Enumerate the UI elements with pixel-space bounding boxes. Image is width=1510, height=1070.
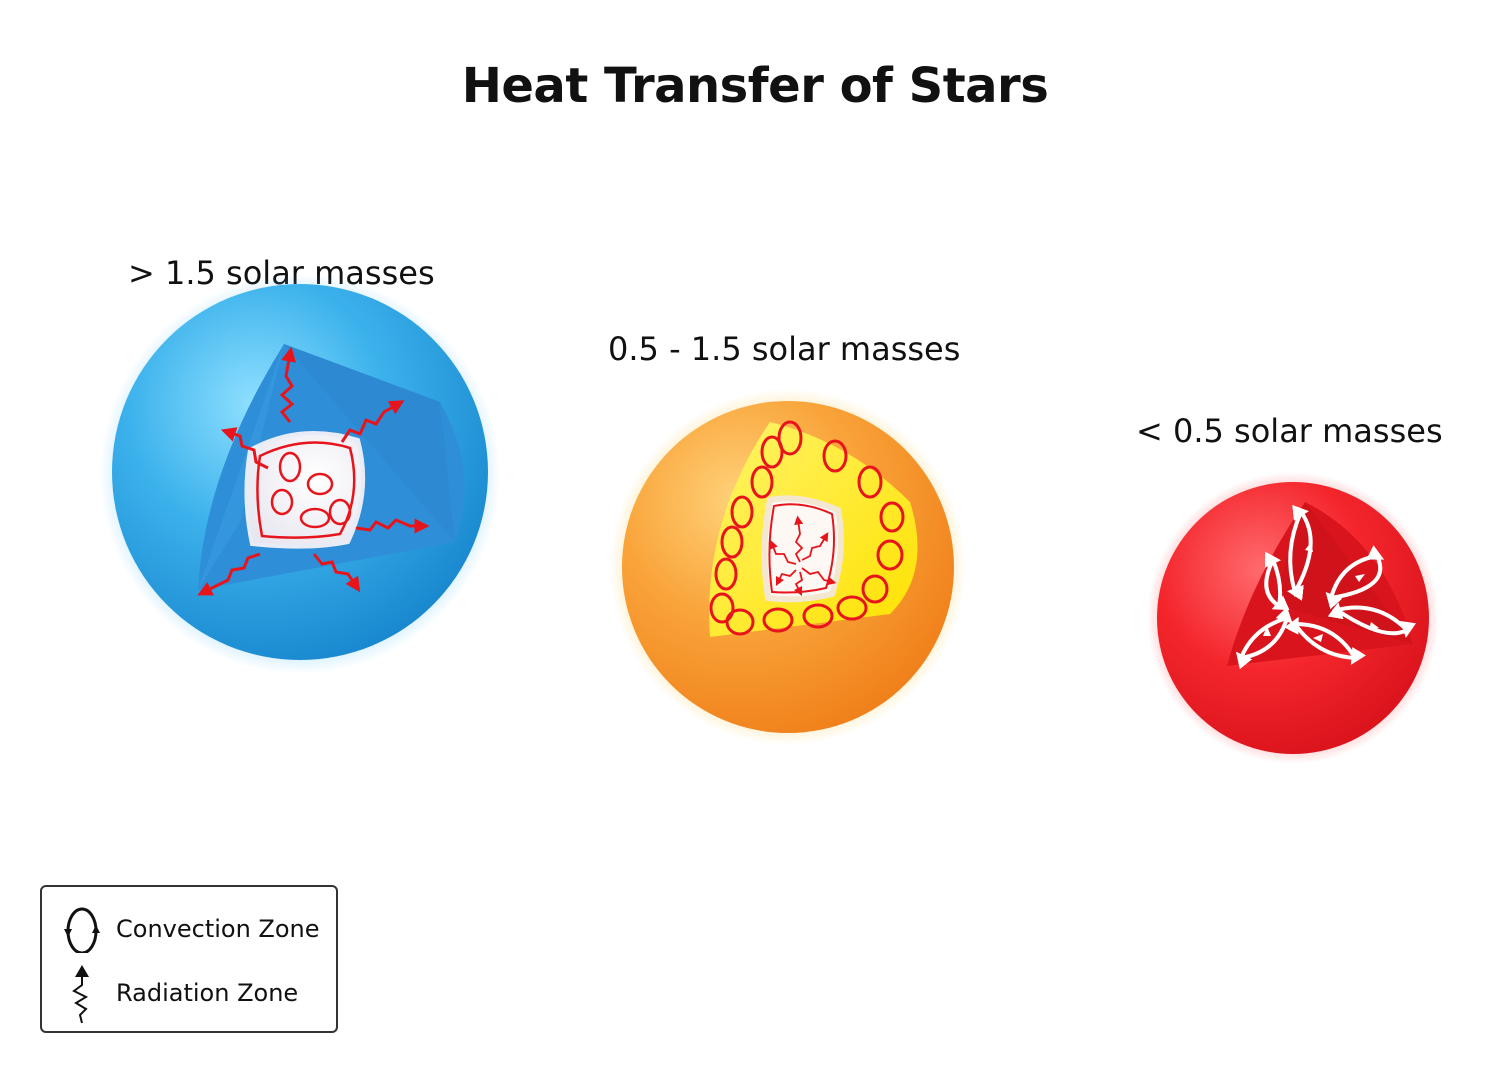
radiation-zigzag-icon (72, 965, 89, 1023)
legend-box: Convection Zone Radiation Zone (40, 885, 338, 1033)
star-label-medium: 0.5 - 1.5 solar masses (608, 330, 961, 368)
large-star-illustration (100, 274, 500, 674)
medium-star-illustration (610, 389, 966, 745)
convective-core (244, 430, 366, 549)
small-star-illustration (1147, 472, 1439, 764)
convection-loops (270, 451, 352, 529)
legend-row-convection: Convection Zone (54, 903, 334, 953)
convection-loops (709, 420, 905, 636)
legend-label-radiation: Radiation Zone (116, 979, 299, 1007)
radiation-arrows (769, 515, 837, 597)
star-label-small: < 0.5 solar masses (1136, 412, 1443, 450)
legend-row-radiation: Radiation Zone (54, 963, 334, 1023)
diagram-title: Heat Transfer of Stars (461, 58, 1049, 114)
legend-label-convection: Convection Zone (116, 915, 320, 943)
radiation-arrows (197, 346, 430, 596)
convection-loops (1237, 508, 1411, 661)
convection-loop-icon (64, 907, 100, 953)
